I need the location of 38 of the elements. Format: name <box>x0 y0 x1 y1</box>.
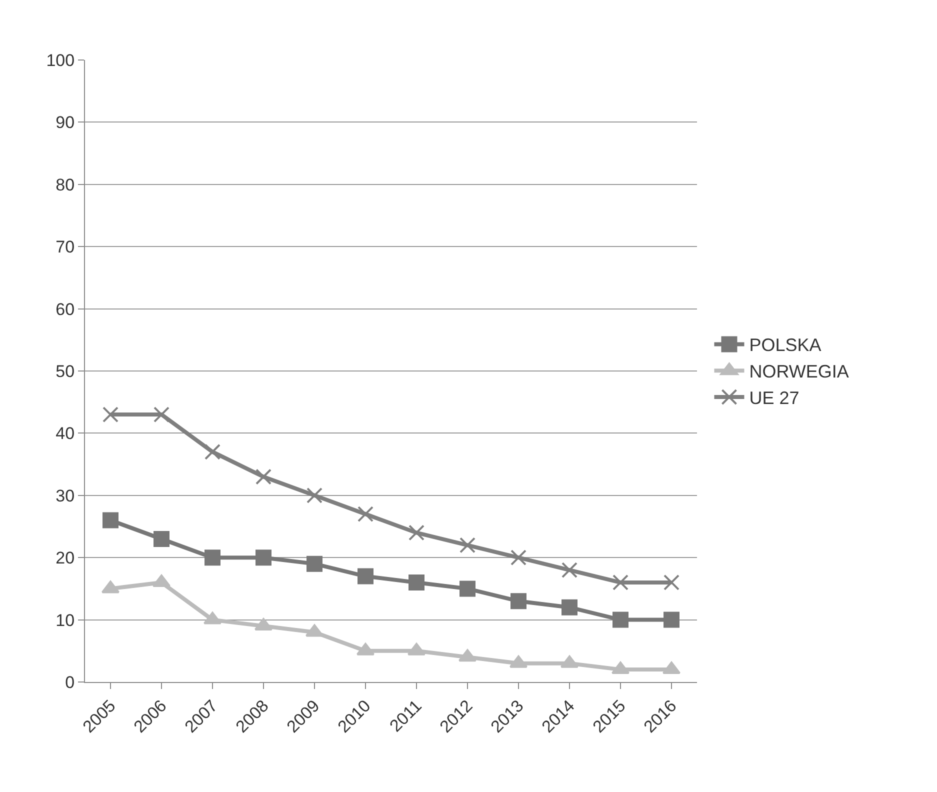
point <box>408 574 424 590</box>
point <box>460 580 476 597</box>
point <box>612 612 628 628</box>
point <box>358 568 374 584</box>
point <box>562 599 578 616</box>
point <box>204 550 220 566</box>
point <box>306 487 322 504</box>
y-tick-label: 80 <box>56 175 75 194</box>
y-tick-label: 20 <box>56 548 75 568</box>
y-tick-label: 60 <box>56 300 75 319</box>
y-tick-label: 100 <box>46 50 75 70</box>
point <box>204 444 220 460</box>
y-tick-label: 0 <box>65 672 75 692</box>
point <box>358 506 374 522</box>
point <box>154 530 170 547</box>
point <box>612 574 628 590</box>
y-tick-label: 70 <box>56 238 75 257</box>
point <box>408 524 424 541</box>
point <box>306 556 322 572</box>
legend-label: NORWEGIA <box>749 362 849 382</box>
y-tick-label: 40 <box>56 424 75 444</box>
legend-label: POLSKA <box>749 335 822 356</box>
point <box>256 550 272 566</box>
point <box>102 512 118 528</box>
point <box>664 574 680 590</box>
y-tick-label: 50 <box>56 362 75 381</box>
y-tick-label: 10 <box>56 610 75 630</box>
point <box>256 468 272 485</box>
point <box>562 562 578 578</box>
point <box>460 537 476 554</box>
point <box>664 612 680 628</box>
point <box>510 593 526 610</box>
point <box>102 406 118 423</box>
point <box>510 550 526 566</box>
y-tick-label: 30 <box>56 486 75 506</box>
legend-label: UE 27 <box>749 388 800 408</box>
point <box>154 406 170 423</box>
y-tick-label: 90 <box>56 113 75 132</box>
